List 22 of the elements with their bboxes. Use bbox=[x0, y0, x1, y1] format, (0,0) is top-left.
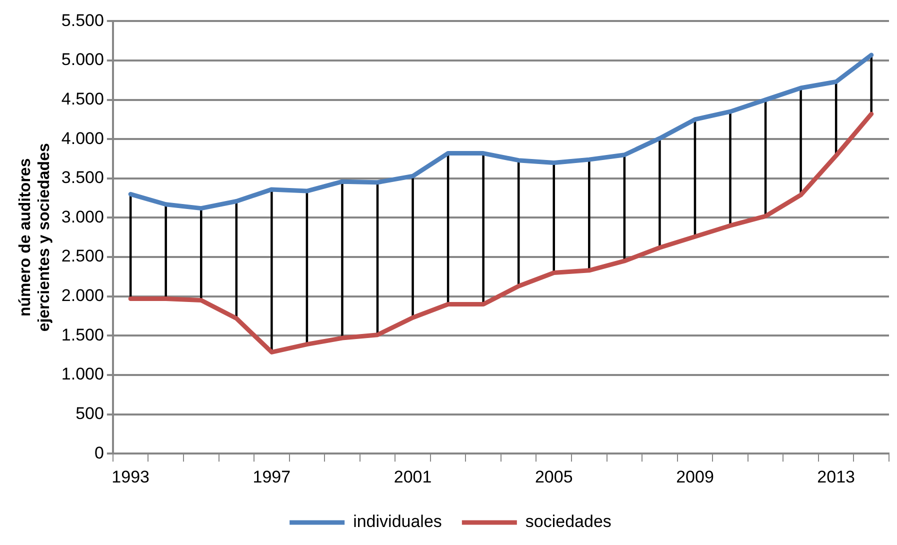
y-tick-label: 5.000 bbox=[61, 50, 104, 70]
y-tick-label: 5.500 bbox=[61, 10, 104, 30]
x-tick-label: 1997 bbox=[252, 467, 291, 486]
y-tick-label: 2.000 bbox=[61, 286, 104, 306]
x-tick-label: 2013 bbox=[817, 467, 855, 486]
x-tick-label: 2009 bbox=[676, 467, 714, 486]
x-tick-label: 2005 bbox=[534, 467, 573, 486]
y-axis-title: número de auditores ejercientes y sociedades bbox=[17, 143, 54, 332]
legend-label: individuales bbox=[353, 512, 442, 532]
y-tick-label: 3.500 bbox=[61, 168, 104, 188]
y-tick-label: 1.000 bbox=[61, 364, 104, 384]
y-tick-label: 4.500 bbox=[61, 90, 104, 109]
y-tick-label: 1.500 bbox=[61, 325, 104, 344]
x-tick-label: 2001 bbox=[394, 467, 432, 486]
y-tick-label: 500 bbox=[76, 404, 104, 423]
y-tick-label: 3.000 bbox=[61, 207, 104, 226]
bar bbox=[658, 138, 661, 248]
x-tick-label: 1993 bbox=[112, 467, 150, 486]
y-tick-label: 0 bbox=[94, 443, 104, 462]
legend-label: sociedades bbox=[525, 512, 612, 532]
y-tick-label: 4.000 bbox=[61, 128, 104, 148]
y-tick-label: 2.500 bbox=[61, 246, 104, 266]
